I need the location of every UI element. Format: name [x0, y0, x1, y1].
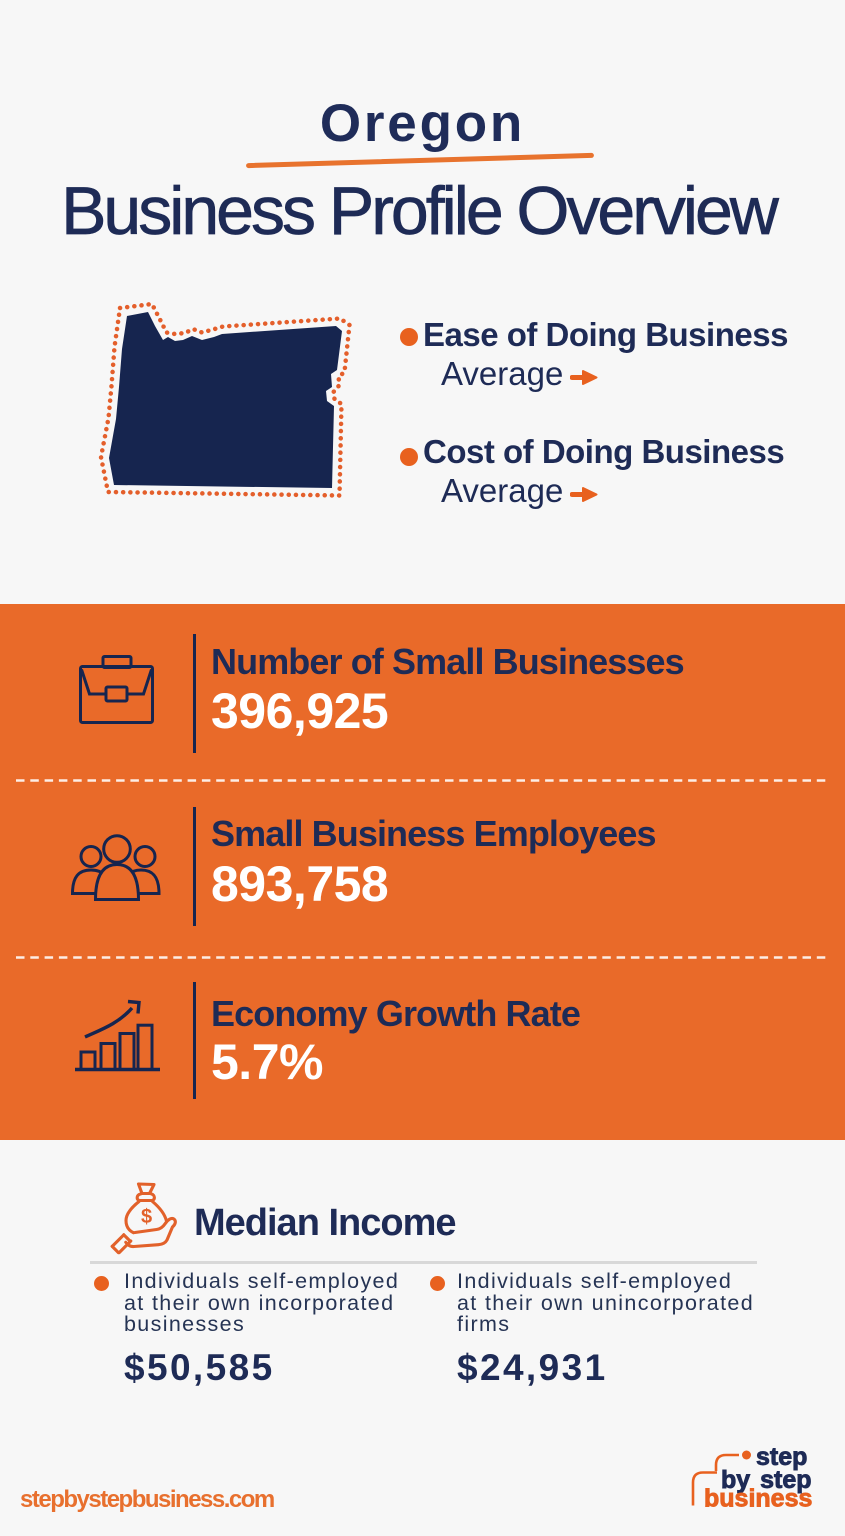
- svg-text:by step: by step: [721, 1466, 812, 1494]
- svg-text:step: step: [756, 1443, 807, 1471]
- svg-text:business: business: [704, 1485, 812, 1513]
- svg-text:$: $: [141, 1206, 152, 1228]
